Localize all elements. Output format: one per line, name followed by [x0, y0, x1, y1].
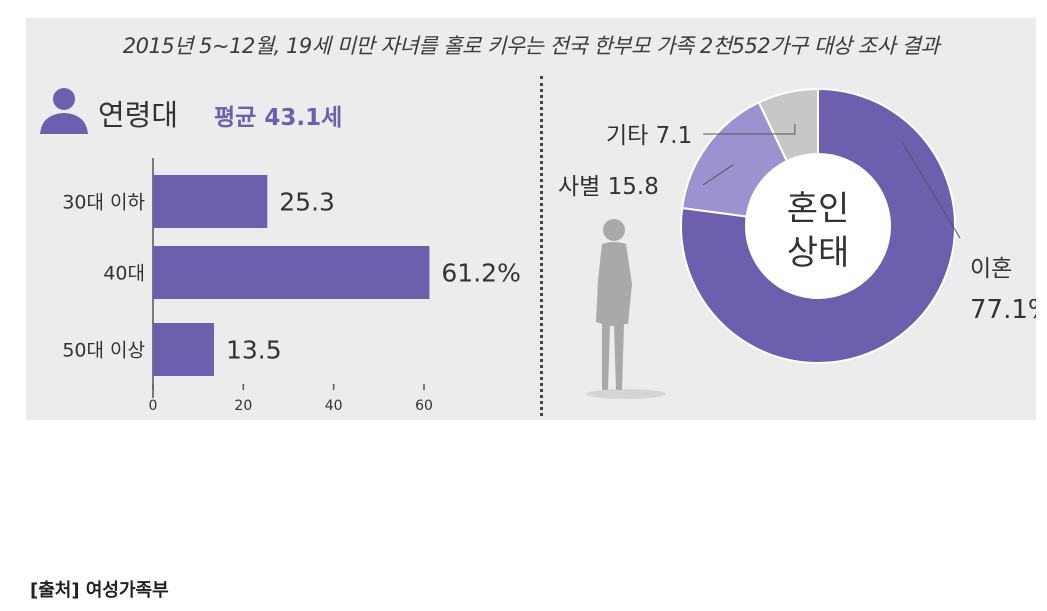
data-label: 61.2% [441, 259, 520, 288]
x-tick-label: 60 [415, 398, 433, 414]
donut-slice [757, 87, 819, 163]
bar [153, 246, 430, 299]
person-icon [40, 88, 88, 134]
x-tick-label: 0 [149, 398, 158, 414]
category-label: 40대 [103, 263, 145, 285]
age-bar-chart: 30대 이하 25.3 40대 61.2% 50대 이상 13.5 0 20 40 60 [62, 158, 521, 414]
bar [153, 175, 268, 228]
slice-label: 사별 15.8 [558, 174, 659, 200]
data-label: 25.3 [279, 188, 335, 217]
leader-line [702, 164, 734, 186]
donut-hole [746, 154, 890, 298]
donut-center-label: 상태 [787, 233, 850, 273]
data-label: 13.5 [226, 336, 282, 365]
panel-divider [540, 76, 543, 416]
slice-value-label: 77.1% [970, 295, 1036, 325]
age-heading: 연령대 [98, 98, 179, 132]
donut-center-label: 혼인 [787, 189, 850, 229]
slice-label: 이혼 [970, 256, 1012, 282]
leader-line [703, 124, 796, 135]
age-average: 평균 43.1세 [214, 105, 343, 131]
x-tick-label: 20 [234, 398, 252, 414]
x-tick-label: 40 [325, 398, 343, 414]
category-label: 30대 이하 [62, 192, 145, 214]
infographic-panel: 2015년 5~12월, 19세 미만 자녀를 홀로 키우는 전국 한부모 가족… [26, 18, 1036, 420]
source-credit: [출처] 여성가족부 [30, 580, 169, 601]
bar [153, 323, 214, 376]
leader-line [901, 141, 961, 239]
woman-silhouette-icon [586, 219, 666, 399]
category-label: 50대 이상 [62, 340, 145, 362]
slice-label: 기타 7.1 [606, 123, 692, 149]
survey-title: 2015년 5~12월, 19세 미만 자녀를 홀로 키우는 전국 한부모 가족… [122, 34, 940, 58]
